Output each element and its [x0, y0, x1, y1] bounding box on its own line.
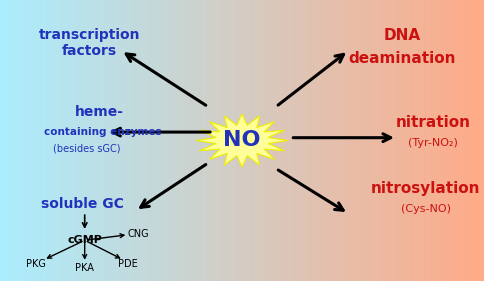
Text: DNA: DNA	[383, 28, 420, 43]
Text: PKA: PKA	[76, 262, 94, 273]
Text: cGMP: cGMP	[67, 235, 102, 245]
Text: PKG: PKG	[26, 259, 46, 269]
Text: PDE: PDE	[119, 259, 138, 269]
Text: heme-: heme-	[75, 105, 124, 119]
Text: nitrosylation: nitrosylation	[371, 181, 481, 196]
Text: soluble GC: soluble GC	[41, 197, 124, 211]
Text: NO: NO	[223, 130, 261, 151]
Text: nitration: nitration	[396, 115, 470, 130]
Text: (Tyr-NO₂): (Tyr-NO₂)	[408, 138, 458, 148]
Text: deamination: deamination	[348, 51, 455, 65]
Text: CNG: CNG	[127, 229, 149, 239]
Polygon shape	[196, 114, 288, 167]
Text: transcription
factors: transcription factors	[39, 28, 140, 58]
Text: (Cys-NO): (Cys-NO)	[401, 204, 451, 214]
Text: (besides sGC): (besides sGC)	[53, 144, 121, 154]
Text: containing enzymes: containing enzymes	[44, 127, 161, 137]
